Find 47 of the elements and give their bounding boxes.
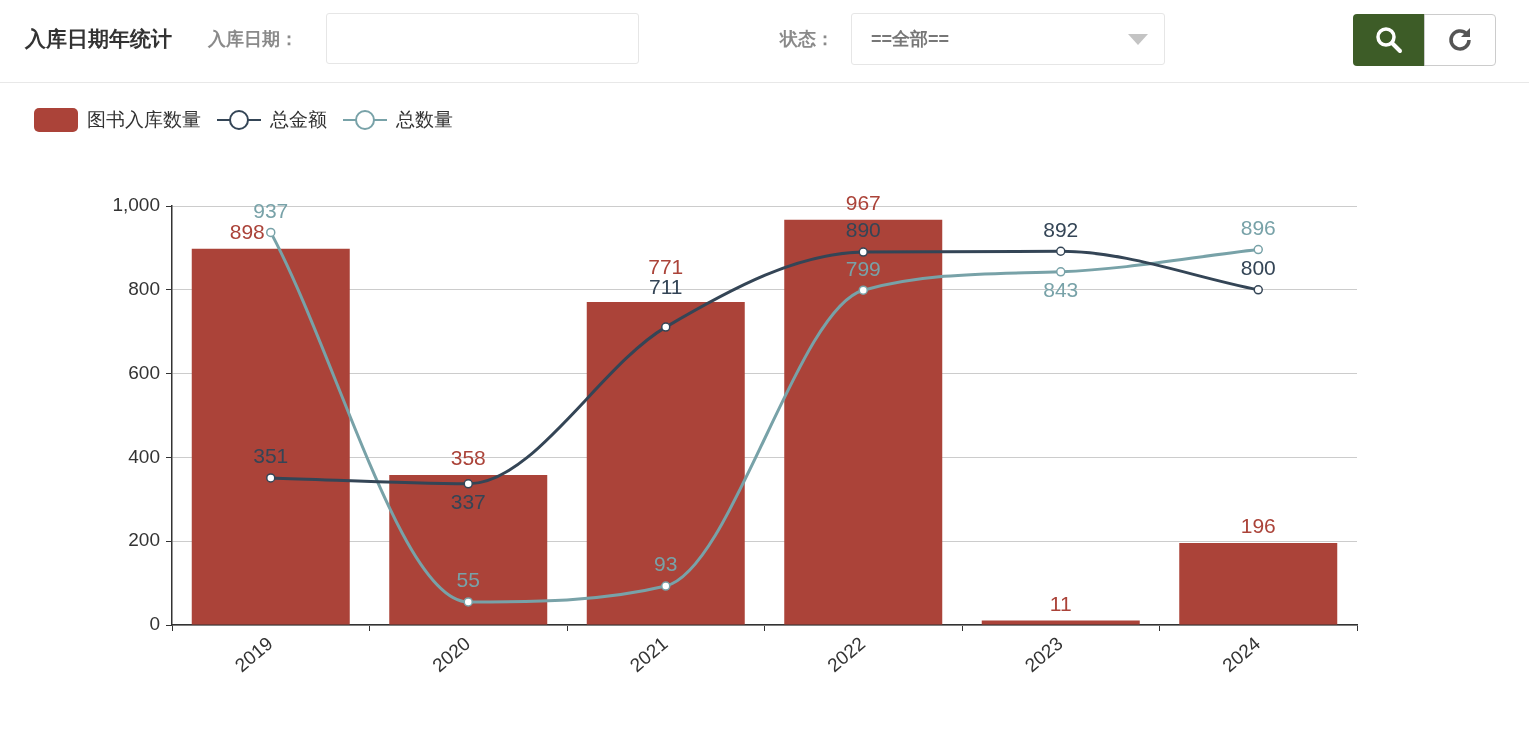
point (1056, 246, 1066, 256)
point (463, 479, 473, 489)
bar (191, 248, 350, 625)
data-label: 937 (253, 198, 289, 222)
point (463, 597, 473, 607)
bar (389, 475, 548, 625)
point (1253, 285, 1263, 295)
bar (784, 219, 943, 625)
bar (1179, 542, 1338, 625)
point (266, 473, 276, 483)
point (1253, 244, 1263, 255)
chart-title: 入库日期年统计 (25, 26, 172, 52)
data-label: 800 (1240, 256, 1276, 280)
data-label: 93 (654, 552, 678, 576)
legend-label: 总金额 (269, 109, 327, 131)
data-label: 358 (450, 446, 486, 470)
data-label: 337 (450, 490, 486, 514)
data-label: 351 (253, 444, 289, 468)
y-tick-label: 400 (128, 445, 160, 467)
data-label: 196 (1240, 514, 1276, 538)
legend-label: 总数量 (395, 109, 453, 131)
text: 入库日期： (208, 28, 298, 51)
data-label: 11 (1049, 591, 1072, 615)
text: 状态： (780, 28, 834, 51)
y-tick-label: 800 (128, 278, 160, 300)
data-label: 890 (845, 218, 881, 242)
data-label: 55 (456, 568, 480, 592)
data-label: 843 (1043, 278, 1079, 302)
bar (586, 301, 745, 625)
y-tick-label: 1,000 (112, 194, 160, 216)
point (858, 247, 868, 257)
y-tick-label: 600 (128, 361, 160, 383)
select-field: ==全部== (851, 13, 1165, 65)
y-tick-label: 0 (149, 613, 160, 635)
data-label: 799 (845, 256, 881, 280)
bar (981, 620, 1140, 625)
point (858, 285, 868, 295)
point (661, 322, 671, 332)
data-label: 967 (845, 191, 881, 215)
data-label: 896 (1240, 215, 1276, 239)
y-tick-label: 200 (128, 529, 160, 551)
point (266, 227, 276, 238)
legend-label: 图书入库数量 (87, 109, 201, 131)
data-label: 898 (229, 220, 265, 244)
data-label: 892 (1043, 217, 1079, 241)
point (1056, 267, 1066, 277)
point (661, 581, 671, 591)
